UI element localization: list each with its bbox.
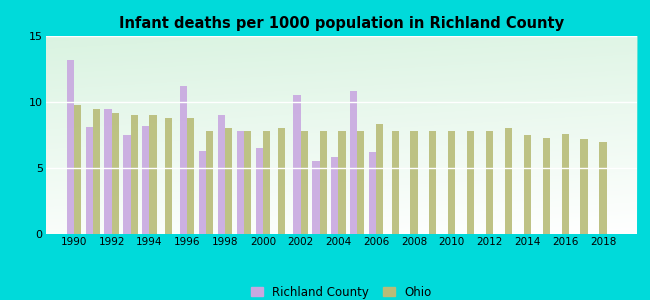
Bar — [164, 118, 172, 234]
Bar — [486, 131, 493, 234]
Bar — [142, 126, 150, 234]
Bar — [313, 161, 320, 234]
Bar — [93, 109, 100, 234]
Bar — [332, 158, 339, 234]
Bar — [429, 131, 437, 234]
Bar — [448, 131, 456, 234]
Bar — [562, 134, 569, 234]
Bar — [505, 128, 512, 234]
Bar — [86, 127, 93, 234]
Bar — [350, 92, 358, 234]
Bar — [580, 139, 588, 234]
Bar — [524, 135, 531, 234]
Bar — [293, 95, 300, 234]
Bar — [67, 60, 74, 234]
Bar — [467, 131, 474, 234]
Bar — [187, 118, 194, 234]
Bar — [543, 138, 550, 234]
Bar — [199, 151, 206, 234]
Bar — [218, 115, 225, 234]
Bar — [237, 131, 244, 234]
Bar — [599, 142, 606, 234]
Bar — [339, 131, 346, 234]
Bar — [225, 128, 232, 234]
Bar — [410, 131, 417, 234]
Bar — [74, 105, 81, 234]
Bar — [300, 131, 308, 234]
Title: Infant deaths per 1000 population in Richland County: Infant deaths per 1000 population in Ric… — [119, 16, 564, 31]
Bar — [150, 115, 157, 234]
Bar — [369, 152, 376, 234]
Bar — [358, 131, 365, 234]
Legend: Richland County, Ohio: Richland County, Ohio — [246, 281, 436, 300]
Bar — [124, 135, 131, 234]
Bar — [180, 86, 187, 234]
Bar — [131, 115, 138, 234]
Bar — [278, 128, 285, 234]
Bar — [105, 109, 112, 234]
Bar — [255, 148, 263, 234]
Bar — [206, 131, 213, 234]
Bar — [244, 131, 251, 234]
Bar — [391, 131, 398, 234]
Bar — [112, 112, 119, 234]
Bar — [320, 131, 327, 234]
Bar — [263, 131, 270, 234]
Bar — [376, 124, 384, 234]
